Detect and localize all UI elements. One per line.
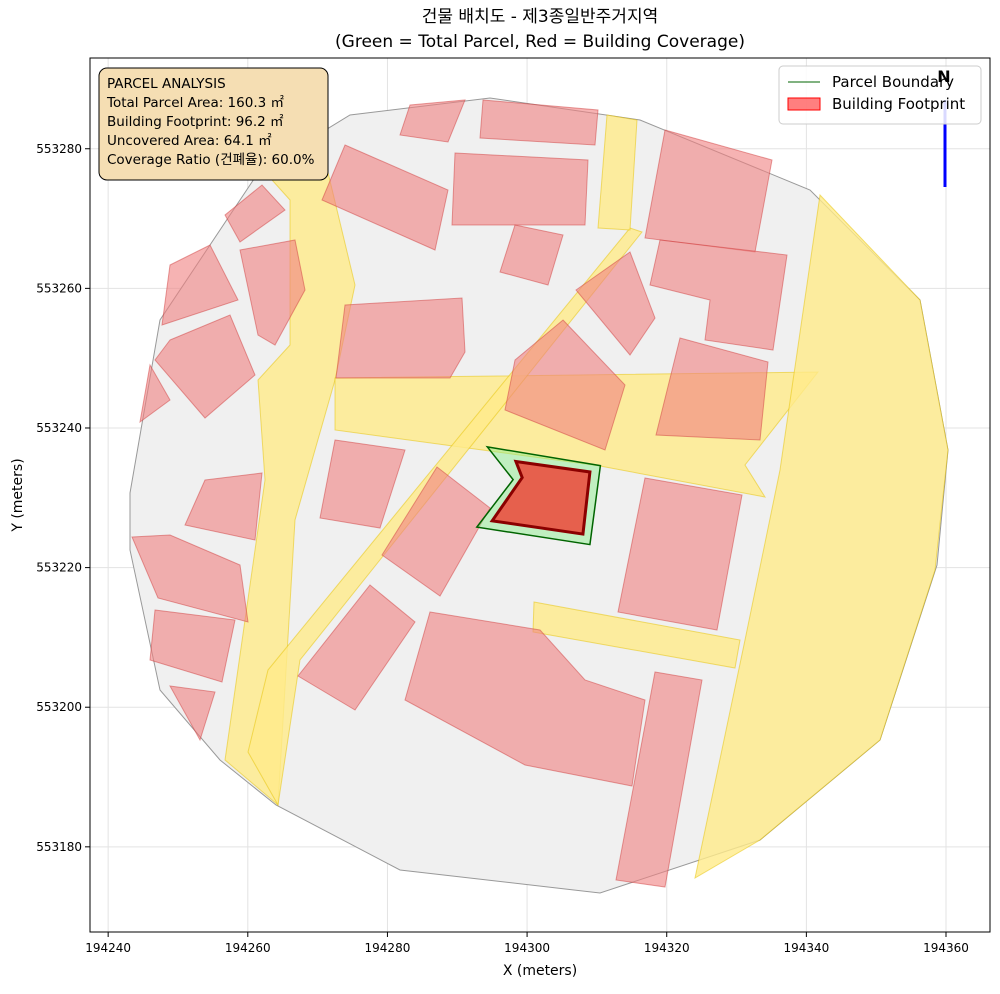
x-axis-label: X (meters) [503,963,577,979]
road [694,193,949,880]
building [617,477,743,631]
x-tick-label: 194280 [365,941,411,955]
legend-items: Parcel Boundary Building Footprint [787,73,965,113]
building [404,611,646,787]
building [161,244,239,326]
x-tick-label: 194240 [85,941,131,955]
building-polygon [489,459,592,536]
x-tick-label: 194340 [783,941,829,955]
road [597,114,638,231]
north-label: N [937,67,950,86]
building [479,99,599,146]
legend-label: Parcel Boundary [832,73,954,91]
building [381,466,491,597]
y-tick-label: 553280 [36,142,82,156]
building [154,314,256,419]
legend-swatch [787,97,821,111]
y-tick-label: 553240 [36,421,82,435]
data-layer [475,445,602,546]
annotation-line: PARCEL ANALYSIS [107,76,226,92]
chart-title: 건물 배치도 - 제3종일반주거지역 [422,7,658,27]
building [319,439,406,529]
building [649,239,788,351]
building [504,319,626,451]
buildings [131,99,788,888]
building [224,184,286,243]
y-tick-label: 553220 [36,561,82,575]
y-tick-label: 553200 [36,700,82,714]
building [575,251,656,356]
building [139,363,171,424]
building [451,152,589,226]
building [239,239,306,346]
y-axis-label: Y (meters) [10,458,26,532]
legend [778,65,982,125]
x-tick-label: 194360 [923,941,969,955]
y-tick-label: 553260 [36,281,82,295]
building [169,685,216,742]
building [297,584,416,711]
road [532,601,741,669]
road [247,227,643,807]
building [149,609,236,683]
building [131,534,249,623]
annotation-line: Total Parcel Area: 160.3 ㎡ [106,95,284,111]
road [224,159,356,807]
building [399,99,466,143]
annotation-line: Coverage Ratio (건폐율): 60.0% [107,152,315,168]
building [499,224,564,286]
building [321,144,449,251]
building [655,337,769,441]
annotation-box [98,67,329,181]
legend-label: Building Footprint [832,95,965,113]
chart-subtitle: (Green = Total Parcel, Red = Building Co… [335,32,745,52]
x-tick-label: 194300 [504,941,550,955]
building [615,671,703,888]
building [335,297,466,379]
plot-frame [89,57,991,933]
building [184,472,263,541]
x-tick-label: 194260 [225,941,271,955]
annotation-line: Uncovered Area: 64.1 ㎡ [107,133,272,149]
y-tick-label: 553180 [36,840,82,854]
x-tick-label: 194320 [644,941,690,955]
annotation-line: Building Footprint: 96.2 ㎡ [107,114,284,130]
annotation: PARCEL ANALYSIS Total Parcel Area: 160.3 … [106,76,315,168]
